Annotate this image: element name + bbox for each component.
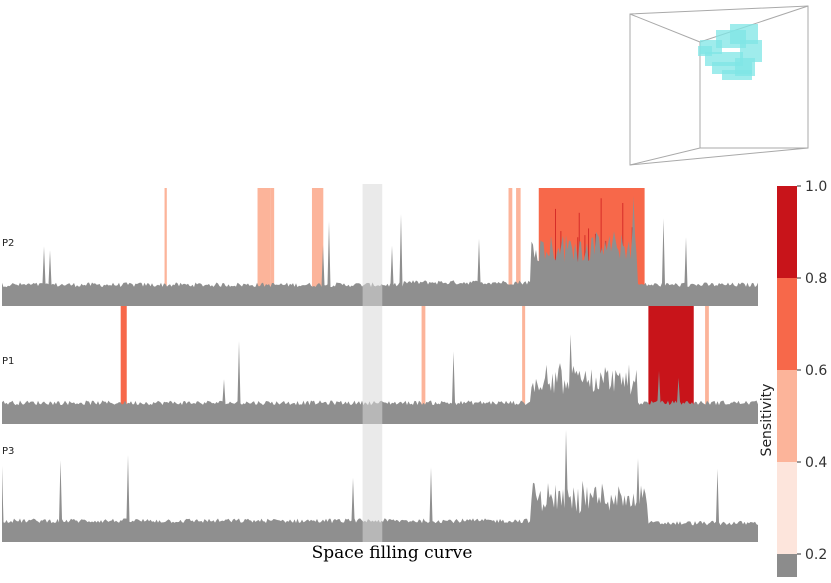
sensitive-band: [516, 188, 521, 306]
row-label-p1: P1: [2, 356, 14, 367]
cube-face: [629, 5, 809, 166]
colorbar-bin: [777, 278, 797, 370]
inset-voxel: [740, 40, 762, 62]
row-p2: [2, 188, 758, 306]
colorbar-title: Sensitivity: [759, 384, 775, 457]
colorbar-bin: [777, 554, 797, 577]
inset-volume-shape: [698, 24, 762, 80]
colorbar-tick-label: 0.4: [805, 455, 827, 471]
colorbar-tick-label: 0.8: [805, 271, 827, 287]
highlight-column: [362, 184, 383, 542]
colorbar: 1.0 0.8 0.6 0.4 0.2 Sensitivity: [759, 179, 827, 577]
inset-3d-cube: [629, 5, 809, 166]
row-p1: [2, 306, 758, 424]
cube-edge: [629, 147, 701, 166]
row-p3: [2, 429, 758, 542]
colorbar-tick-label: 1.0: [805, 179, 827, 195]
highlight-column-rect: [362, 184, 383, 542]
row-label-p2: P2: [2, 238, 14, 249]
sensitive-band: [508, 188, 513, 306]
colorbar-tick-label: 0.2: [805, 547, 827, 563]
colorbar-bin: [777, 186, 797, 278]
sensitive-band: [120, 306, 127, 424]
sensitive-band: [257, 188, 271, 306]
sensitive-band: [311, 188, 324, 306]
signal-rows: [2, 188, 758, 542]
inset-voxel: [730, 24, 758, 44]
signal-area: [2, 429, 758, 542]
colorbar-bin: [777, 370, 797, 462]
inset-voxel: [735, 58, 755, 76]
colorbar-bin: [777, 462, 797, 554]
sensitive-band: [522, 306, 526, 424]
sensitive-band: [705, 306, 709, 424]
sensitive-band: [270, 188, 275, 306]
cube-edge: [629, 13, 701, 43]
row-labels: P2 P1 P3: [2, 238, 14, 457]
sensitive-band: [164, 188, 167, 306]
row-label-p3: P3: [2, 446, 14, 457]
inset-voxel: [698, 46, 712, 56]
sensitive-band: [421, 306, 426, 424]
colorbar-tick-label: 0.6: [805, 363, 827, 379]
signal-area: [2, 334, 758, 424]
x-axis-label: Space filling curve: [312, 543, 473, 563]
inset-cube-wireframe: [629, 5, 809, 166]
signal-area: [2, 196, 758, 306]
